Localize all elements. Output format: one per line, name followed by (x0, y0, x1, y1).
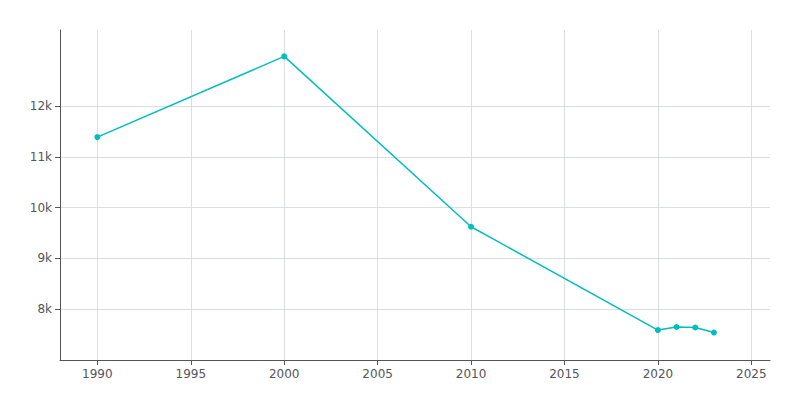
svg-text:2020: 2020 (643, 367, 674, 381)
svg-text:1995: 1995 (176, 367, 207, 381)
svg-text:9k: 9k (37, 251, 52, 265)
svg-text:10k: 10k (30, 201, 52, 215)
svg-text:8k: 8k (37, 302, 52, 316)
svg-text:11k: 11k (30, 150, 52, 164)
svg-text:2005: 2005 (362, 367, 393, 381)
svg-text:2000: 2000 (269, 367, 300, 381)
svg-text:12k: 12k (30, 99, 52, 113)
svg-text:2010: 2010 (456, 367, 487, 381)
svg-text:1990: 1990 (82, 367, 113, 381)
svg-text:2025: 2025 (736, 367, 767, 381)
svg-text:2015: 2015 (549, 367, 580, 381)
